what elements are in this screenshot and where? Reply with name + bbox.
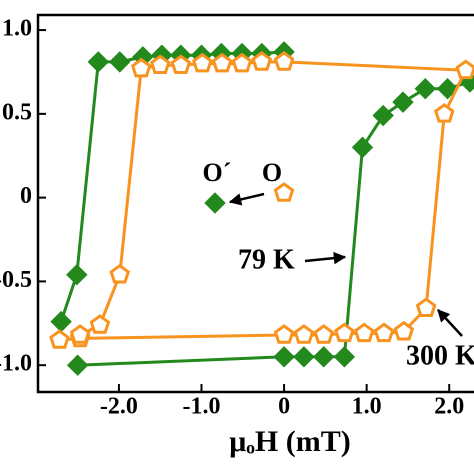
legend-arrow (228, 192, 265, 206)
x-tick-label: -1.0 (183, 394, 221, 420)
annotation: 300 K (406, 340, 474, 371)
marker (109, 263, 131, 284)
marker (351, 136, 374, 159)
marker (392, 91, 414, 113)
marker (273, 324, 295, 344)
marker (192, 52, 213, 73)
marker (211, 52, 233, 73)
marker (89, 314, 111, 334)
plot-frame (36, 13, 474, 394)
marker (273, 51, 295, 71)
marker (373, 322, 395, 343)
marker (109, 51, 131, 73)
y-tick-label: 1.0 (2, 16, 32, 42)
marker (87, 51, 109, 73)
marker (333, 346, 356, 368)
marker (49, 329, 70, 349)
x-tick-label: 2.0 (434, 394, 464, 420)
legend-label: O (262, 158, 282, 187)
marker (372, 104, 394, 127)
x-tick-label: 1.0 (352, 394, 382, 420)
marker (273, 346, 295, 368)
marker (293, 346, 315, 368)
annotation: 79 K (238, 244, 295, 275)
marker (415, 297, 437, 317)
y-tick-label: 0.5 (2, 99, 32, 125)
marker (50, 310, 72, 333)
x-axis-label: μₒH (mT) (229, 425, 350, 458)
x-tick-label: 0 (278, 394, 290, 420)
marker (313, 346, 335, 368)
marker (334, 322, 355, 343)
marker (170, 54, 192, 74)
marker (313, 324, 335, 344)
marker (353, 322, 375, 343)
marker (231, 52, 253, 73)
annotation-arrow (304, 251, 347, 265)
marker (414, 78, 436, 100)
marker (204, 192, 226, 214)
y-tick-label: -0.5 (0, 267, 32, 293)
marker (69, 324, 91, 344)
y-tick-label: 0 (20, 183, 32, 209)
marker (293, 324, 315, 344)
marker (273, 182, 295, 202)
y-tick-label: -1.0 (0, 351, 32, 377)
annotation-arrow (437, 309, 463, 337)
marker (436, 78, 459, 100)
marker (130, 57, 152, 78)
marker (455, 59, 474, 80)
legend-label: O´ (203, 158, 232, 187)
marker (433, 103, 455, 123)
marker (66, 264, 88, 286)
marker (393, 320, 415, 341)
x-tick-label: -2.0 (100, 394, 138, 420)
marker (66, 354, 89, 376)
marker (251, 51, 273, 71)
marker (149, 54, 171, 74)
plot-area (49, 41, 474, 376)
